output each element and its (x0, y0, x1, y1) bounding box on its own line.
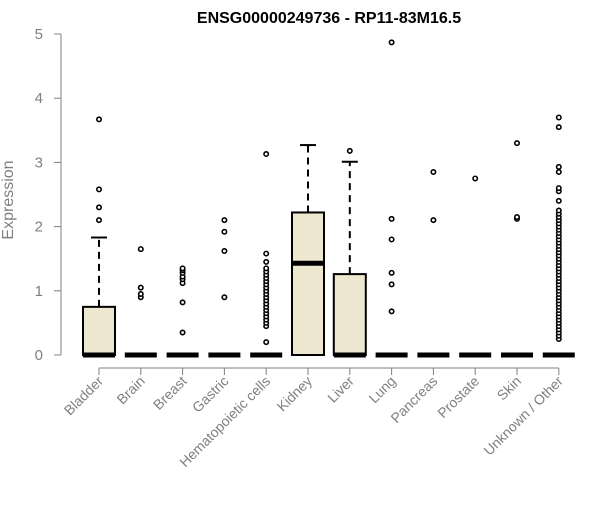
outlier-point (555, 124, 562, 131)
box-group (332, 147, 367, 358)
outlier-point (388, 236, 395, 243)
outlier-point (137, 291, 144, 298)
box-group (542, 114, 575, 358)
x-category-label: Liver (324, 373, 357, 406)
outlier-point (555, 197, 562, 204)
outlier-point (96, 116, 103, 123)
outlier-point (555, 169, 562, 176)
y-axis-label: Expression (0, 160, 17, 239)
x-category-label: Kidney (274, 373, 316, 415)
y-tick-label: 3 (35, 154, 43, 171)
y-axis: 0 1 2 3 4 5 (35, 26, 62, 364)
x-category-label: Bladder (61, 373, 107, 419)
outlier-point (179, 299, 186, 306)
box-group (124, 246, 157, 358)
x-category-label: Brain (113, 373, 147, 407)
outlier-point (388, 39, 395, 46)
x-category-label: Skin (494, 373, 525, 404)
outlier-point (430, 169, 437, 176)
outlier-point (430, 217, 437, 224)
outlier-point (96, 217, 103, 224)
outlier-point (263, 258, 270, 265)
outlier-point (263, 151, 270, 158)
box-iqr (332, 273, 367, 356)
box-group (250, 151, 283, 358)
box-group (166, 265, 199, 358)
x-category-label: Breast (150, 373, 190, 413)
outlier-point (555, 163, 562, 170)
outlier-point (96, 204, 103, 211)
outlier-point (388, 308, 395, 315)
outlier-point (179, 329, 186, 336)
y-tick-label: 1 (35, 283, 43, 300)
outlier-point (388, 215, 395, 222)
outlier-point (263, 265, 270, 272)
outlier-point (513, 213, 520, 220)
outlier-point (263, 250, 270, 257)
y-tick-label: 2 (35, 219, 43, 236)
outlier-point (137, 284, 144, 291)
box-group (375, 39, 408, 358)
box-group (208, 217, 241, 358)
outlier-point (221, 247, 228, 254)
box-group (501, 140, 533, 358)
outlier-point (555, 207, 562, 214)
outlier-point (96, 186, 103, 193)
box-group (459, 175, 492, 358)
box-iqr (82, 305, 116, 357)
x-category-label: Prostate (434, 373, 482, 421)
outlier-point (472, 175, 479, 182)
y-tick-label: 4 (35, 90, 43, 107)
outlier-point (513, 140, 520, 147)
x-category-label: Lung (365, 373, 398, 406)
outlier-point (179, 265, 186, 272)
outlier-point (221, 228, 228, 235)
outlier-point (555, 114, 562, 121)
outlier-point (388, 269, 395, 276)
outlier-point (388, 281, 395, 288)
box-group (82, 116, 116, 358)
outlier-point (137, 246, 144, 253)
box-iqr (291, 211, 325, 356)
box-series (82, 39, 575, 358)
outlier-point (263, 339, 270, 346)
y-tick-label: 0 (35, 347, 43, 364)
x-category-label: Unknown / Other (480, 373, 566, 459)
outlier-point (555, 185, 562, 192)
y-tick-label: 5 (35, 26, 43, 43)
box-group (417, 169, 450, 358)
outlier-point (221, 294, 228, 301)
box-group (291, 144, 325, 356)
chart-title: ENSG00000249736 - RP11-83M16.5 (197, 10, 461, 27)
outlier-point (346, 147, 353, 154)
outlier-point (221, 217, 228, 224)
